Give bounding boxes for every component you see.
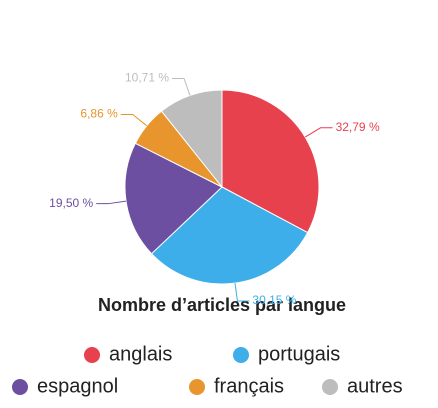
legend-label: autres [347, 375, 403, 397]
legend-marker [84, 347, 100, 363]
data-label: 19,50 % [49, 196, 93, 210]
chart-title: Nombre d’articles par langue [98, 295, 346, 315]
pie-slice [221, 89, 320, 234]
legend-label: portugais [258, 343, 340, 365]
legend-marker [12, 379, 28, 395]
pie-slice [150, 186, 309, 285]
legend-label: espagnol [37, 375, 118, 397]
leader-line [304, 127, 333, 138]
legend-label: français [214, 375, 284, 397]
pie-slice [124, 142, 223, 255]
data-label: 10,71 % [125, 71, 169, 85]
legend-label: anglais [109, 343, 172, 365]
legend-marker [189, 379, 205, 395]
leader-line [96, 200, 127, 205]
leader-line [120, 113, 148, 127]
legend-marker [322, 379, 338, 395]
data-label: 30,15 % [252, 293, 296, 307]
leader-line [172, 77, 191, 96]
legend-marker [233, 347, 249, 363]
leader-line [234, 283, 250, 302]
data-label: 6,86 % [80, 107, 118, 121]
data-label: 32,79 % [336, 120, 380, 134]
